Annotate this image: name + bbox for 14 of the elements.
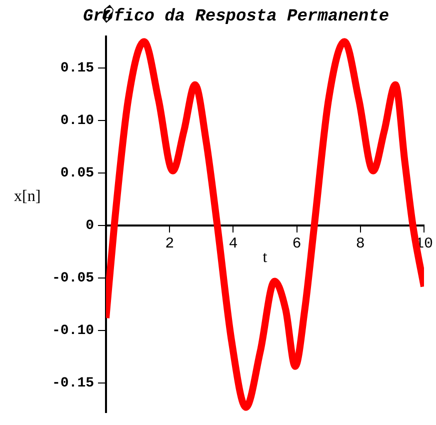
y-tick-label: 0.10 (60, 113, 94, 129)
x-tick-label: 8 (356, 236, 365, 253)
x-tick-label: 6 (292, 236, 302, 253)
y-tick-label: 0.15 (60, 60, 94, 76)
x-tick-label: 2 (165, 236, 174, 253)
y-tick-label: 0 (86, 218, 94, 234)
y-axis-title: x[n] (14, 188, 41, 205)
y-tick-label: -0.10 (52, 323, 94, 340)
chart-title: Gr�fico da Resposta Permanente (82, 4, 390, 26)
y-tick-label: 0.05 (60, 166, 94, 182)
y-tick-label: -0.15 (52, 376, 94, 392)
x-tick-label: 4 (228, 236, 238, 253)
x-axis-title: t (262, 248, 268, 266)
y-tick-label: -0.05 (52, 270, 94, 287)
